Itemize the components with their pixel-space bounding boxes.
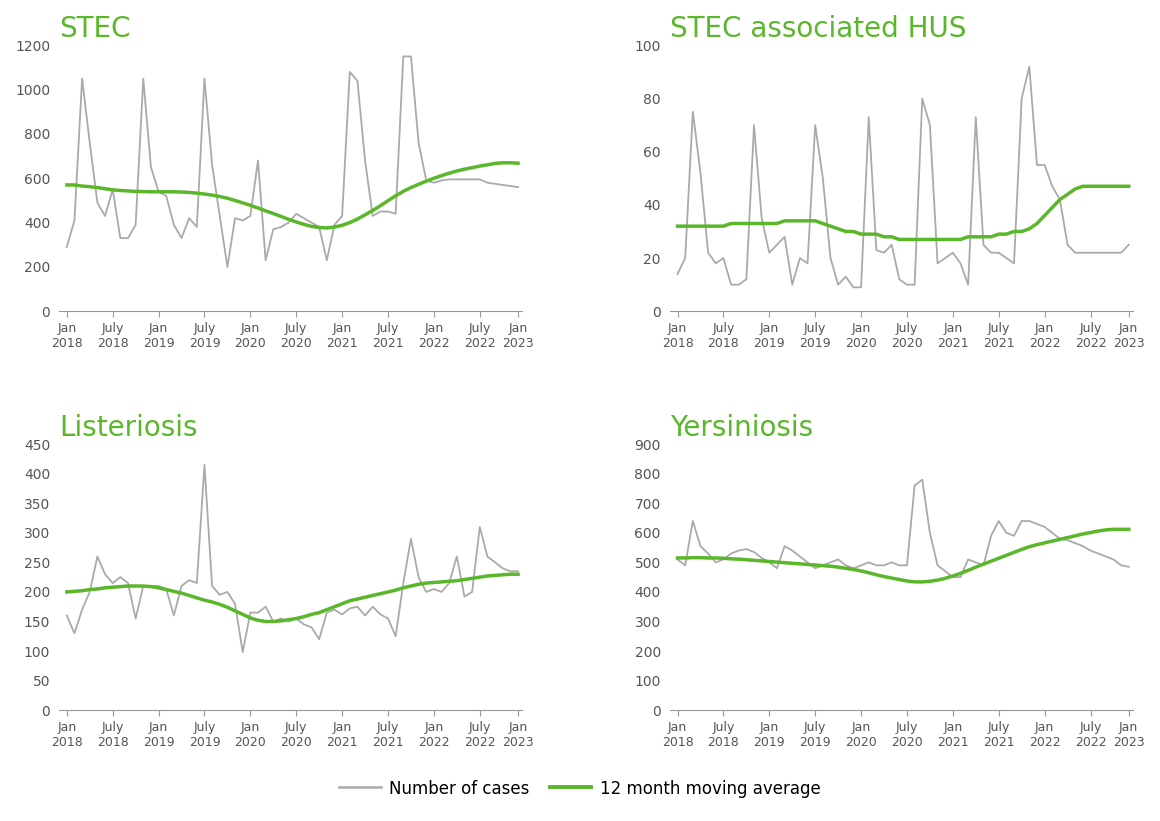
Text: Listeriosis: Listeriosis xyxy=(59,414,197,442)
Text: STEC associated HUS: STEC associated HUS xyxy=(669,15,966,43)
Text: Yersiniosis: Yersiniosis xyxy=(669,414,813,442)
Legend: Number of cases, 12 month moving average: Number of cases, 12 month moving average xyxy=(333,773,827,805)
Text: STEC: STEC xyxy=(59,15,131,43)
